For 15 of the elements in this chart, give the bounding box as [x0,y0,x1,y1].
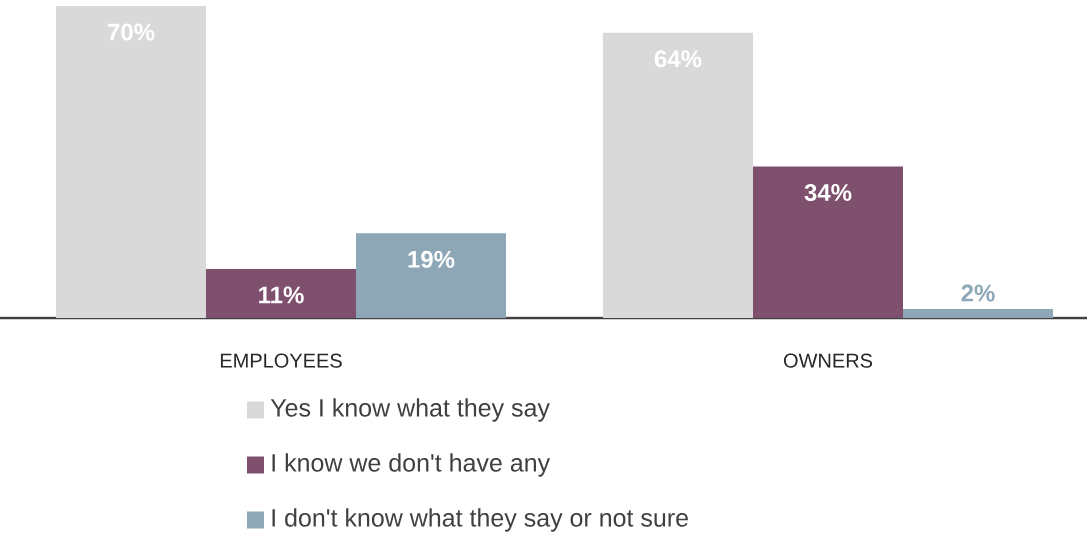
bar [753,166,903,318]
bar [603,32,754,318]
bar [903,309,1053,318]
data-label: 19% [408,250,455,268]
legend-label: I don't know what they say or not sure [272,508,688,532]
bar [56,6,207,318]
legend-label: Yes I know what they say [270,398,550,422]
data-label: 11% [259,286,304,304]
data-label: 34% [804,184,852,202]
bar [356,233,506,318]
x-tick-label: OWNERS [783,353,873,368]
legend-label: I know we don't have any [272,453,551,477]
bar [206,268,356,318]
x-tick-label: EMPLOYEES [220,353,342,368]
data-label: 2% [961,284,995,302]
